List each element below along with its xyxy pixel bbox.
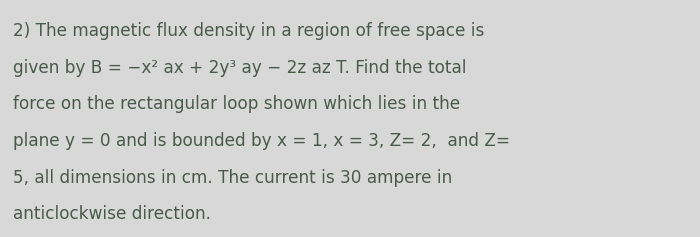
- Text: force on the rectangular loop shown which lies in the: force on the rectangular loop shown whic…: [13, 95, 460, 113]
- Text: given by B = −x² ax + 2y³ ay − 2z az T. Find the total: given by B = −x² ax + 2y³ ay − 2z az T. …: [13, 59, 466, 77]
- Text: plane y = 0 and is bounded by x = 1, x = 3, Z= 2,  and Z=: plane y = 0 and is bounded by x = 1, x =…: [13, 132, 510, 150]
- Text: 2) The magnetic flux density in a region of free space is: 2) The magnetic flux density in a region…: [13, 22, 484, 40]
- Text: 5, all dimensions in cm. The current is 30 ampere in: 5, all dimensions in cm. The current is …: [13, 169, 452, 187]
- Text: anticlockwise direction.: anticlockwise direction.: [13, 205, 211, 223]
